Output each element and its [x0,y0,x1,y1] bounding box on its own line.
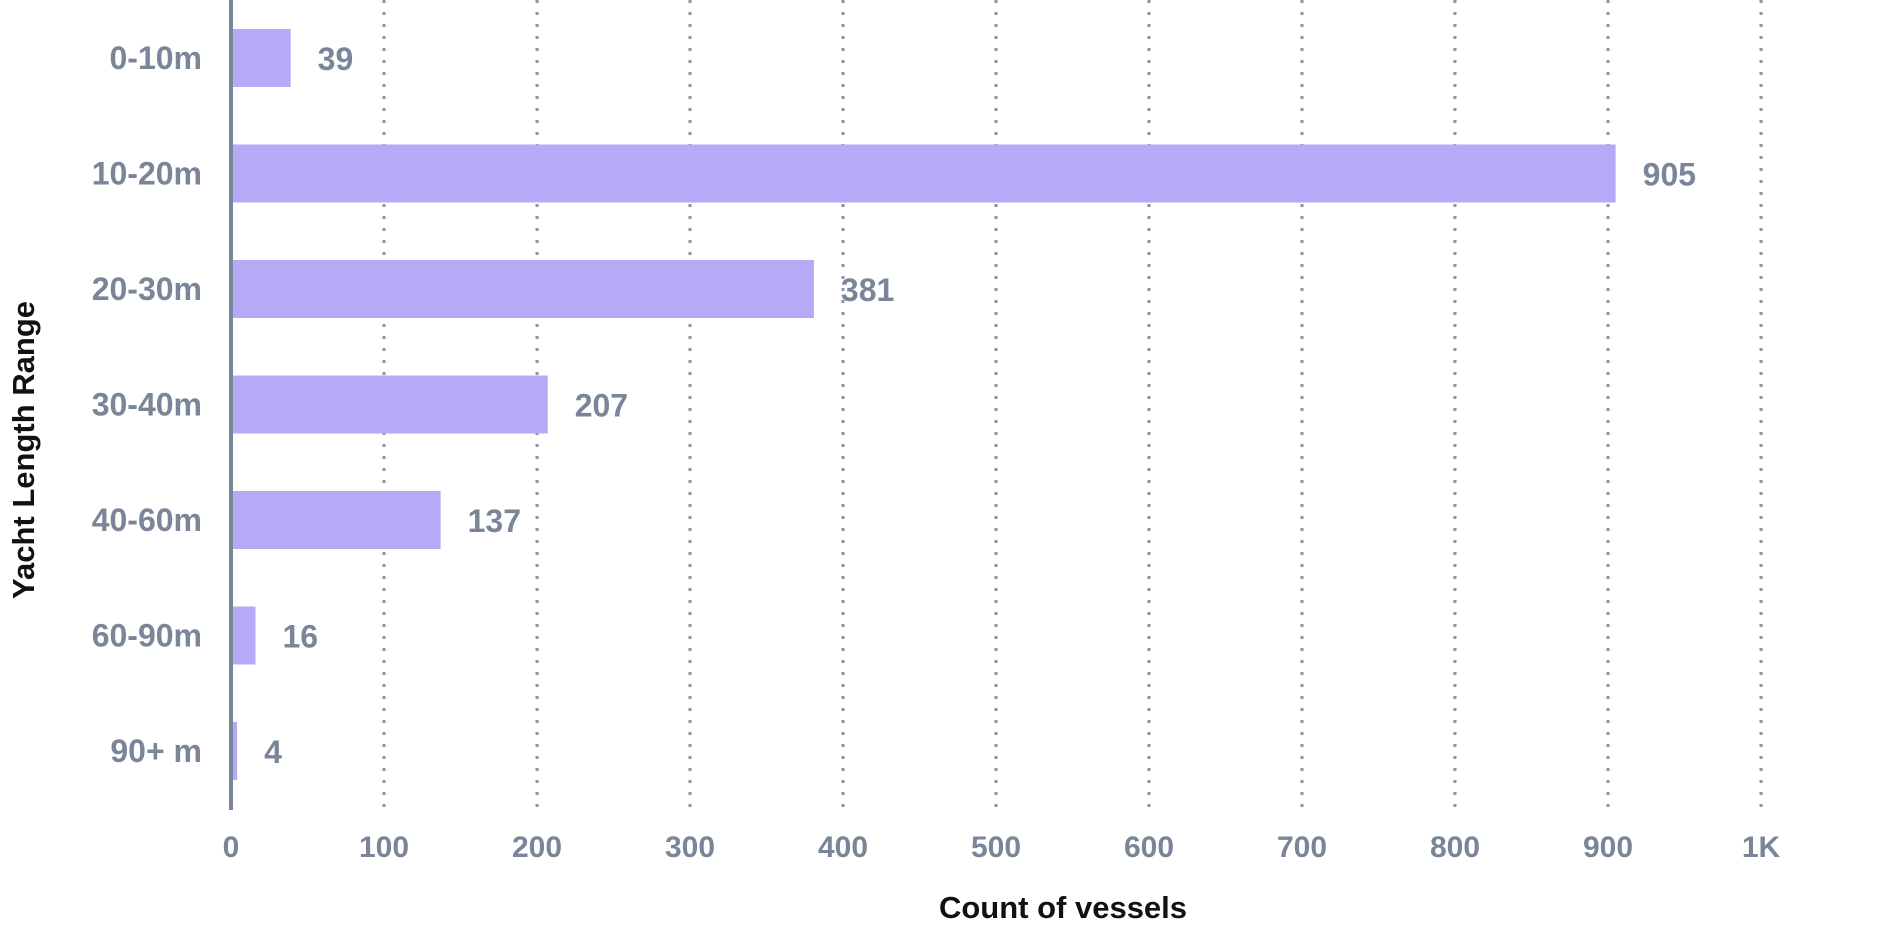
category-label: 60-90m [92,618,202,654]
bars [231,29,1616,780]
category-label: 40-60m [92,502,202,538]
x-tick-label: 400 [818,831,868,864]
bar-20-30m [231,260,814,318]
x-tick-label: 900 [1583,831,1633,864]
bar-10-20m [231,144,1616,203]
bar-90-m [231,722,238,780]
y-axis-title: Yacht Length Range [6,301,41,599]
bar-0-10m [231,29,291,87]
x-tick-label: 700 [1277,831,1327,864]
value-label: 381 [841,272,894,308]
value-label: 905 [1643,157,1696,193]
x-tick-label: 800 [1430,831,1480,864]
value-label: 4 [264,734,282,770]
value-label: 39 [318,41,354,77]
value-label: 137 [468,503,521,539]
labels: 0 100 200 300 400 500 600 700 800 900 1K 0-10m 39 10-… [92,40,1781,864]
x-tick-label: 100 [359,831,409,864]
category-label: 10-20m [92,156,202,192]
category-label: 20-30m [92,271,202,307]
category-label: 0-10m [110,40,203,76]
x-tick-label: 1K [1742,831,1781,864]
bar-40-60m [231,491,441,549]
x-tick-label: 0 [223,831,240,864]
category-label: 30-40m [92,387,202,423]
x-tick-label: 600 [1124,831,1174,864]
value-label: 16 [282,619,318,655]
value-label: 207 [575,388,628,424]
category-label: 90+ m [110,733,202,769]
x-tick-label: 500 [971,831,1021,864]
bar-30-40m [231,375,548,434]
gridlines [382,0,1763,810]
x-tick-label: 300 [665,831,715,864]
x-axis-title: Count of vessels [939,890,1187,925]
bar-60-90m [231,606,256,665]
x-tick-label: 200 [512,831,562,864]
